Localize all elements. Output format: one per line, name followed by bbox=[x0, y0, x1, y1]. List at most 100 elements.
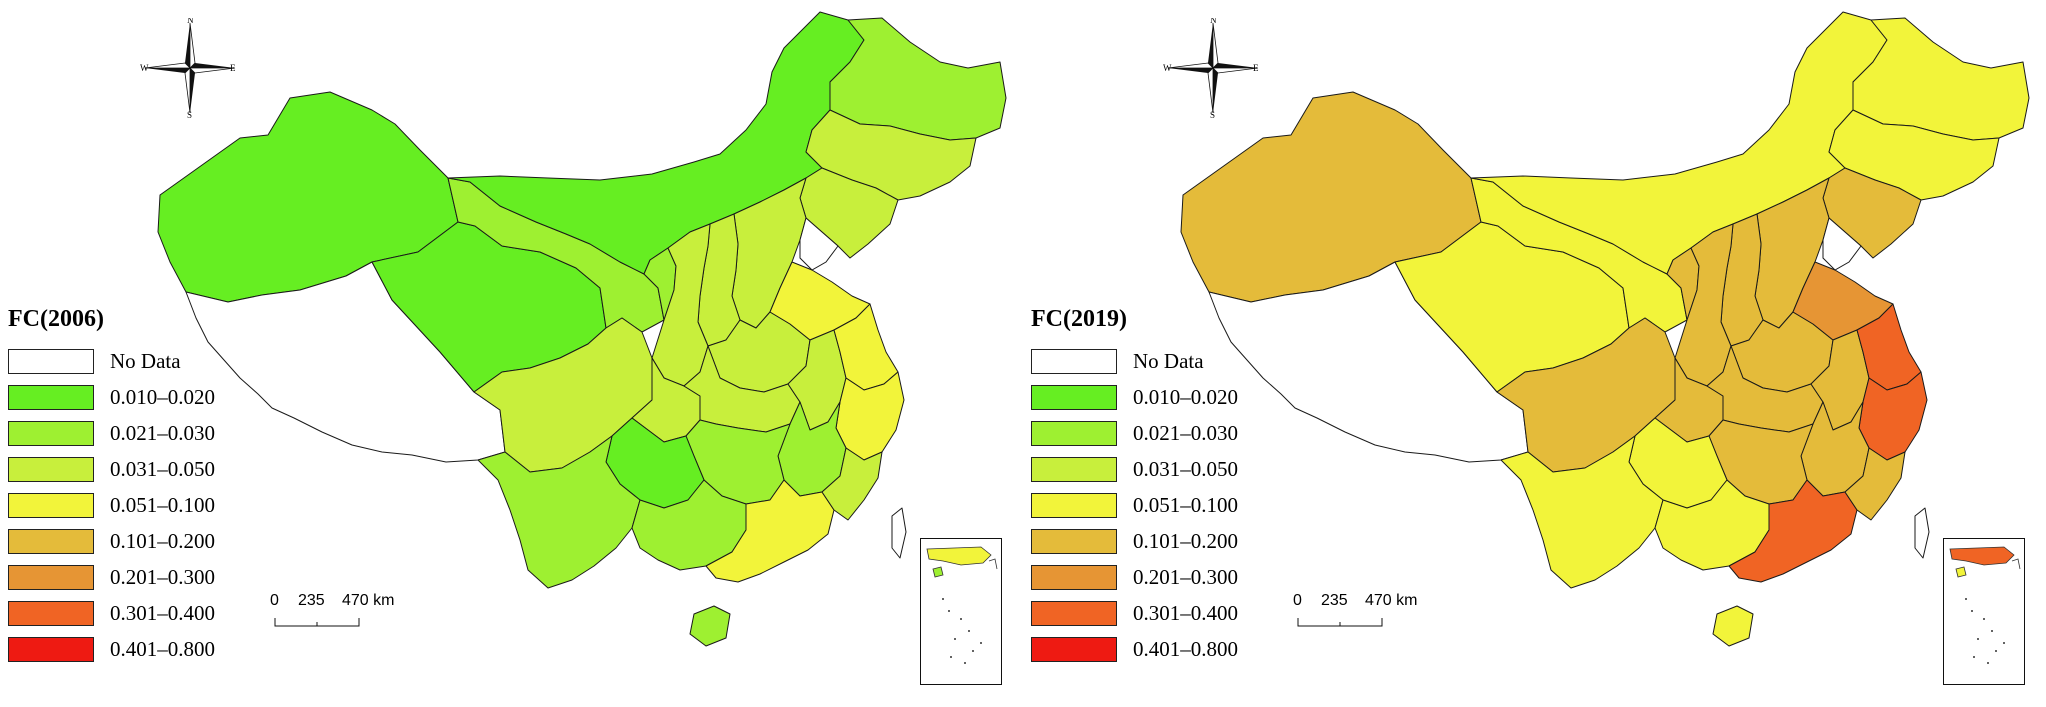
inset-map bbox=[926, 546, 998, 664]
scale-bar: 0 235 470 km bbox=[1293, 592, 1417, 630]
legend-swatch bbox=[1031, 384, 1117, 410]
inset-guangdong bbox=[926, 546, 992, 566]
legend-label: 0.021–0.030 bbox=[110, 420, 215, 445]
china-map-2019 bbox=[1180, 11, 2030, 647]
legend-item: 0.101–0.200 bbox=[1031, 523, 1238, 559]
legend-item: 0.021–0.030 bbox=[8, 415, 215, 451]
legend-item: 0.301–0.400 bbox=[1031, 595, 1238, 631]
compass-w-label: W bbox=[140, 63, 149, 73]
legend-swatch bbox=[8, 384, 94, 410]
legend-swatch bbox=[8, 528, 94, 554]
legend-label: 0.021–0.030 bbox=[1133, 420, 1238, 445]
legend-item: 0.051–0.100 bbox=[8, 487, 215, 523]
legend-label: 0.101–0.200 bbox=[110, 528, 215, 553]
legend-label: No Data bbox=[1133, 348, 1204, 373]
province-hainan bbox=[689, 605, 731, 647]
china-map-2006 bbox=[157, 11, 1007, 647]
legend-item: 0.031–0.050 bbox=[1031, 451, 1238, 487]
legend-label: 0.101–0.200 bbox=[1133, 528, 1238, 553]
province-guangdong bbox=[1728, 479, 1858, 583]
compass-e-label: E bbox=[230, 63, 236, 73]
province-yunnan bbox=[477, 435, 641, 589]
compass-s-label: S bbox=[187, 110, 192, 118]
legend-swatch bbox=[1031, 564, 1117, 590]
inset-islands bbox=[942, 598, 982, 664]
legend-item: 0.201–0.300 bbox=[8, 559, 215, 595]
scale-bar: 0 235 470 km bbox=[270, 592, 394, 630]
inset-map bbox=[1949, 546, 2021, 664]
legend: FC(2019) No Data 0.010–0.020 0.021–0.030 0.… bbox=[1031, 306, 1238, 667]
legend-swatch bbox=[8, 492, 94, 518]
scale-tick-2: 470 km bbox=[342, 592, 395, 609]
province-jilin bbox=[1828, 109, 2000, 201]
legend-item: 0.201–0.300 bbox=[1031, 559, 1238, 595]
legend-swatch bbox=[1031, 348, 1117, 374]
legend-label: 0.201–0.300 bbox=[110, 564, 215, 589]
north-arrow-compass-icon: N S E W bbox=[1163, 18, 1259, 118]
province-guangdong bbox=[705, 479, 835, 583]
legend-swatch bbox=[1031, 420, 1117, 446]
legend-swatch bbox=[8, 420, 94, 446]
province-fujian bbox=[821, 447, 883, 521]
legend-label: 0.031–0.050 bbox=[1133, 456, 1238, 481]
province-tibet bbox=[1208, 261, 1529, 463]
scale-bar-graphic bbox=[1297, 618, 1383, 627]
legend-swatch bbox=[1031, 492, 1117, 518]
map-panel-2019: N S E W FC(2019) No Data 0.010–0.020 0.021… bbox=[1023, 0, 2046, 707]
legend-item: 0.010–0.020 bbox=[1031, 379, 1238, 415]
legend-swatch bbox=[8, 600, 94, 626]
legend-swatch bbox=[1031, 600, 1117, 626]
inset-hainan bbox=[932, 566, 944, 578]
south-china-sea-inset bbox=[1943, 538, 2025, 685]
legend-item: 0.401–0.800 bbox=[8, 631, 215, 667]
province-tibet bbox=[185, 261, 506, 463]
inset-islands bbox=[1965, 598, 2005, 664]
province-jilin bbox=[805, 109, 977, 201]
inset-hainan bbox=[1955, 566, 1967, 578]
legend-item: No Data bbox=[1031, 343, 1238, 379]
legend-label: 0.401–0.800 bbox=[110, 636, 215, 661]
legend-label: 0.201–0.300 bbox=[1133, 564, 1238, 589]
scale-bar-graphic bbox=[274, 618, 360, 627]
south-china-sea-inset bbox=[920, 538, 1002, 685]
legend-swatch bbox=[8, 456, 94, 482]
legend-label: 0.010–0.020 bbox=[1133, 384, 1238, 409]
legend-item: No Data bbox=[8, 343, 215, 379]
province-yunnan bbox=[1500, 435, 1664, 589]
legend-item: 0.021–0.030 bbox=[1031, 415, 1238, 451]
north-arrow-compass-icon: N S E W bbox=[140, 18, 236, 118]
legend-item: 0.401–0.800 bbox=[1031, 631, 1238, 667]
legend-label: 0.401–0.800 bbox=[1133, 636, 1238, 661]
legend-title: FC(2019) bbox=[1031, 306, 1127, 332]
compass-n-label: N bbox=[1210, 18, 1217, 25]
legend-label: 0.051–0.100 bbox=[1133, 492, 1238, 517]
legend-label: No Data bbox=[110, 348, 181, 373]
bohai-sea bbox=[1822, 217, 1862, 271]
province-hainan bbox=[1712, 605, 1754, 647]
legend-swatch bbox=[1031, 636, 1117, 662]
compass-rose bbox=[144, 22, 236, 114]
legend-label: 0.051–0.100 bbox=[110, 492, 215, 517]
compass-e-label: E bbox=[1253, 63, 1259, 73]
legend-swatch bbox=[1031, 456, 1117, 482]
map-panel-2006: N S E W FC(2006) No Data 0.010–0.020 0.021… bbox=[8, 11, 1007, 685]
province-fujian bbox=[1844, 447, 1906, 521]
legend-title: FC(2006) bbox=[8, 306, 104, 332]
legend-swatch bbox=[8, 564, 94, 590]
province-taiwan bbox=[891, 507, 907, 559]
legend-swatch bbox=[8, 348, 94, 374]
legend-item: 0.101–0.200 bbox=[8, 523, 215, 559]
compass-rose bbox=[1167, 22, 1259, 114]
scale-tick-2: 470 km bbox=[1365, 592, 1418, 609]
legend-item: 0.031–0.050 bbox=[8, 451, 215, 487]
legend-label: 0.301–0.400 bbox=[110, 600, 215, 625]
province-taiwan bbox=[1914, 507, 1930, 559]
legend-item: 0.051–0.100 bbox=[1031, 487, 1238, 523]
legend-swatch bbox=[1031, 528, 1117, 554]
inset-guangdong bbox=[1949, 546, 2015, 566]
scale-tick-1: 235 bbox=[298, 592, 325, 609]
legend-label: 0.301–0.400 bbox=[1133, 600, 1238, 625]
legend: FC(2006) No Data 0.010–0.020 0.021–0.030 0.… bbox=[8, 306, 215, 667]
compass-s-label: S bbox=[1210, 110, 1215, 118]
legend-item: 0.301–0.400 bbox=[8, 595, 215, 631]
